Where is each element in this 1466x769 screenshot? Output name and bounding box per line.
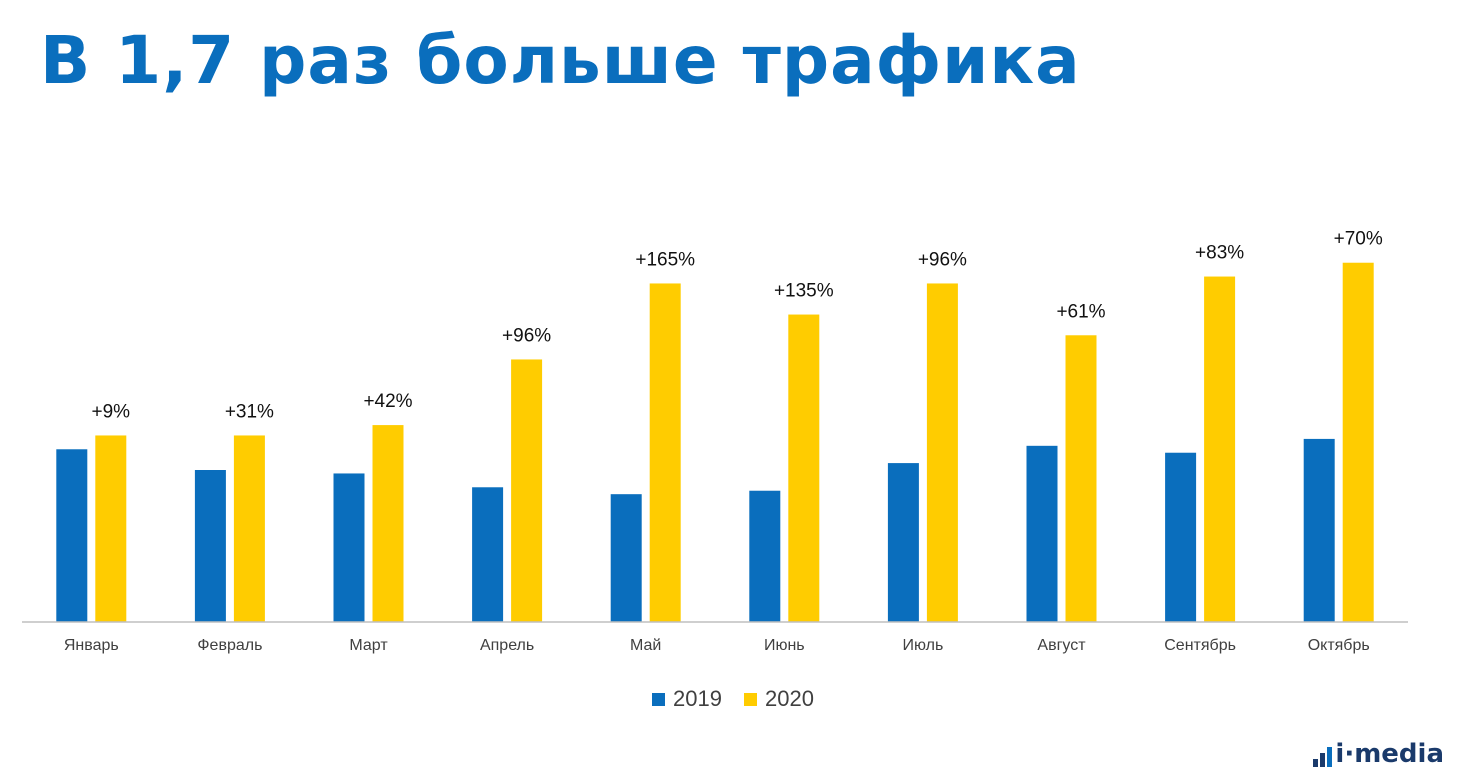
logo-bars-icon: [1313, 745, 1333, 767]
bar-2019-1: [194, 470, 226, 622]
bar-2020-0: [95, 435, 127, 622]
bar-2020-6: [926, 283, 958, 622]
category-label-3: Апрель: [480, 637, 534, 654]
bar-2020-2: [372, 425, 404, 622]
category-label-4: Май: [630, 637, 661, 654]
legend-swatch-2020: [744, 692, 757, 706]
growth-label-1: +31%: [225, 401, 274, 422]
logo-text: i·media: [1335, 739, 1444, 769]
bar-2019-4: [610, 494, 642, 622]
growth-label-9: +70%: [1334, 229, 1383, 250]
growth-label-8: +83%: [1195, 243, 1244, 264]
bar-2019-5: [749, 490, 781, 622]
growth-label-4: +165%: [635, 249, 695, 270]
category-label-6: Июль: [902, 637, 943, 654]
imedia-logo: i·media: [1313, 741, 1444, 767]
growth-label-5: +135%: [774, 281, 834, 302]
growth-label-0: +9%: [92, 401, 131, 422]
page-title: В 1,7 раз больше трафика: [40, 22, 1081, 99]
chart-legend: 2019 2020: [0, 686, 1466, 712]
category-label-8: Сентябрь: [1164, 637, 1236, 654]
growth-label-6: +96%: [918, 249, 967, 270]
bar-2020-4: [649, 283, 681, 622]
category-label-9: Октябрь: [1308, 637, 1370, 654]
bar-2020-3: [511, 359, 543, 622]
legend-item-2020: 2020: [744, 686, 814, 712]
legend-label-2020: 2020: [765, 686, 814, 711]
category-label-5: Июнь: [764, 637, 805, 654]
bar-2020-7: [1065, 335, 1097, 622]
legend-label-2019: 2019: [673, 686, 722, 711]
category-label-7: Август: [1037, 637, 1086, 654]
bar-2019-3: [472, 487, 504, 622]
legend-item-2019: 2019: [652, 686, 722, 712]
bar-2020-9: [1342, 262, 1374, 622]
bar-2019-6: [887, 463, 919, 622]
bar-2019-9: [1303, 438, 1335, 622]
bar-2020-1: [233, 435, 265, 622]
growth-label-2: +42%: [363, 391, 412, 412]
bar-2019-7: [1026, 445, 1058, 622]
bar-2020-8: [1204, 276, 1236, 622]
category-label-0: Январь: [64, 637, 119, 654]
bar-2020-5: [788, 314, 820, 622]
bar-2019-2: [333, 473, 365, 622]
growth-label-7: +61%: [1056, 301, 1105, 322]
category-label-2: Март: [349, 637, 388, 654]
legend-swatch-2019: [652, 692, 666, 706]
category-label-1: Февраль: [197, 637, 262, 654]
growth-label-3: +96%: [502, 325, 551, 346]
bar-2019-0: [56, 449, 88, 622]
bar-2019-8: [1165, 452, 1197, 622]
